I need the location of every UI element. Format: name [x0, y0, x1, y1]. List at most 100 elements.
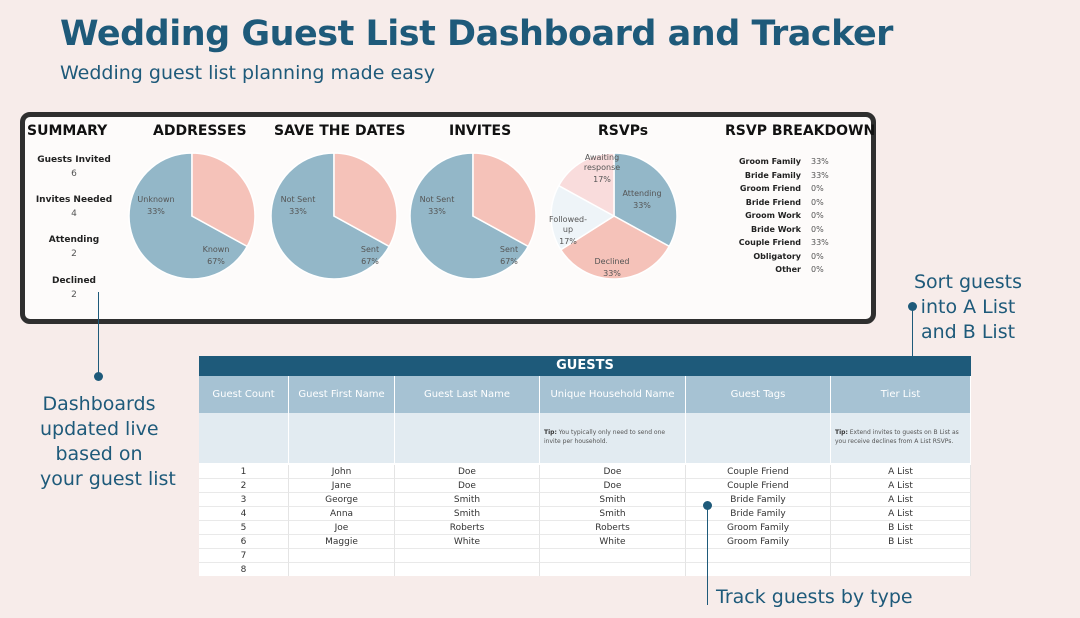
breakdown-value: 33%: [811, 238, 829, 247]
table-cell-guest-count[interactable]: 7: [199, 549, 289, 563]
invites-heading: INVITES: [449, 123, 512, 139]
breakdown-name: Bride Friend: [745, 197, 801, 207]
column-header-guest-last-name[interactable]: Guest Last Name: [395, 376, 540, 413]
tip-label: Tip:: [835, 429, 848, 436]
breakdown-value: 33%: [811, 170, 829, 180]
table-cell-guest-tags[interactable]: Bride Family: [686, 493, 831, 507]
table-cell-household-name[interactable]: [540, 549, 686, 563]
pie-slice: [191, 152, 256, 248]
table-cell-guest-count[interactable]: 3: [199, 493, 289, 507]
table-cell-tier-list[interactable]: [831, 549, 971, 563]
pie-slice-value: 33%: [603, 269, 621, 278]
breakdown-value: 0%: [811, 211, 824, 220]
summary-label: Declined: [51, 276, 97, 286]
table-cell-guest-count[interactable]: 4: [199, 507, 289, 521]
table-cell-guest-first-name[interactable]: Jane: [289, 479, 395, 493]
table-cell-guest-tags[interactable]: Couple Friend: [686, 465, 831, 479]
table-cell-guest-first-name[interactable]: Maggie: [289, 535, 395, 549]
table-cell-tier-list[interactable]: B List: [831, 521, 971, 535]
callout-connector: [912, 306, 913, 402]
pie-slice-label: response: [584, 163, 620, 172]
table-cell-tier-list[interactable]: A List: [831, 493, 971, 507]
table-cell-guest-last-name[interactable]: Roberts: [395, 521, 540, 535]
summary-value: 2: [71, 249, 77, 259]
table-cell-guest-last-name[interactable]: Doe: [395, 479, 540, 493]
table-cell-guest-count[interactable]: 6: [199, 535, 289, 549]
table-cell-tier-list[interactable]: A List: [831, 465, 971, 479]
addresses-pie-chart: Known 67% Unknown 33%: [128, 152, 256, 280]
table-cell-guest-first-name[interactable]: [289, 563, 395, 576]
breakdown-value: 0%: [811, 224, 824, 234]
table-cell-guest-first-name[interactable]: Joe: [289, 521, 395, 535]
summary-heading: SUMMARY: [27, 123, 108, 139]
tip-cell: [395, 413, 540, 463]
table-cell-guest-last-name[interactable]: White: [395, 535, 540, 549]
pie-slice-value: 67%: [500, 257, 518, 266]
table-cell-guest-first-name[interactable]: Anna: [289, 507, 395, 521]
table-cell-guest-last-name[interactable]: Smith: [395, 507, 540, 521]
table-cell-guest-tags[interactable]: Groom Family: [686, 535, 831, 549]
table-cell-guest-last-name[interactable]: [395, 549, 540, 563]
breakdown-name: Bride Family: [744, 170, 801, 180]
breakdown-name: Couple Friend: [738, 238, 801, 247]
table-cell-household-name[interactable]: Doe: [540, 479, 686, 493]
table-cell-household-name[interactable]: [540, 563, 686, 576]
breakdown-name: Groom Family: [738, 157, 801, 166]
pie-slice-label: Declined: [595, 257, 630, 266]
table-cell-guest-tags[interactable]: Couple Friend: [686, 479, 831, 493]
tip-label: Tip:: [544, 429, 557, 436]
pie-slice-value: 17%: [593, 175, 611, 184]
column-header-household-name[interactable]: Unique Household Name: [540, 376, 686, 413]
pie-slice-label: Sent: [361, 245, 379, 254]
table-cell-guest-tags[interactable]: [686, 549, 831, 563]
table-cell-tier-list[interactable]: A List: [831, 507, 971, 521]
pie-slice-value: 67%: [361, 257, 379, 266]
pie-slice: [559, 215, 671, 280]
dashboard-panel: SUMMARY Guests Invited 6 Invites Needed …: [20, 112, 876, 324]
table-cell-household-name[interactable]: Smith: [540, 493, 686, 507]
table-cell-guest-count[interactable]: 8: [199, 563, 289, 576]
invites-pie-chart: Sent 67% Not Sent 33%: [409, 152, 537, 280]
column-header-guest-count[interactable]: Guest Count: [199, 376, 289, 413]
save-the-dates-pie-chart: Sent 67% Not Sent 33%: [270, 152, 398, 280]
breakdown-value: 0%: [811, 265, 824, 274]
table-cell-guest-last-name[interactable]: [395, 563, 540, 576]
callout-sort-guests: Sort guests into A List and B List: [914, 270, 1022, 345]
table-cell-guest-tags[interactable]: [686, 563, 831, 576]
table-cell-household-name[interactable]: White: [540, 535, 686, 549]
table-cell-tier-list[interactable]: A List: [831, 479, 971, 493]
table-cell-household-name[interactable]: Doe: [540, 465, 686, 479]
callout-connector: [707, 505, 708, 605]
table-cell-guest-tags[interactable]: Groom Family: [686, 521, 831, 535]
column-header-tier-list[interactable]: Tier List: [831, 376, 971, 413]
pie-slice: [472, 152, 537, 248]
table-cell-guest-count[interactable]: 1: [199, 465, 289, 479]
pie-slice-value: 33%: [633, 201, 651, 210]
pie-slice-value: 17%: [559, 237, 577, 246]
table-cell-guest-count[interactable]: 2: [199, 479, 289, 493]
table-cell-guest-last-name[interactable]: Doe: [395, 465, 540, 479]
table-cell-guest-first-name[interactable]: George: [289, 493, 395, 507]
table-cell-guest-first-name[interactable]: John: [289, 465, 395, 479]
table-cell-guest-tags[interactable]: Bride Family: [686, 507, 831, 521]
callout-line: based on: [55, 443, 143, 465]
breakdown-value: 0%: [811, 197, 824, 207]
table-cell-guest-count[interactable]: 5: [199, 521, 289, 535]
table-cell-guest-last-name[interactable]: Smith: [395, 493, 540, 507]
table-cell-household-name[interactable]: Roberts: [540, 521, 686, 535]
callout-line: Dashboards: [42, 393, 156, 415]
table-cell-guest-first-name[interactable]: [289, 549, 395, 563]
table-cell-household-name[interactable]: Smith: [540, 507, 686, 521]
tip-cell: [289, 413, 395, 463]
column-header-guest-first-name[interactable]: Guest First Name: [289, 376, 395, 413]
tip-text: You typically only need to send one invi…: [544, 429, 666, 445]
callout-line: and B List: [920, 321, 1016, 343]
callout-dashboards-updated: Dashboards updated live based on your gu…: [40, 392, 176, 492]
summary-value: 4: [71, 209, 77, 219]
callout-track-guests: Track guests by type: [716, 586, 913, 608]
column-header-guest-tags[interactable]: Guest Tags: [686, 376, 831, 413]
table-cell-tier-list[interactable]: B List: [831, 535, 971, 549]
pie-slice-label: Not Sent: [281, 195, 316, 204]
pie-slice-label: Followed-: [549, 215, 587, 224]
table-cell-tier-list[interactable]: [831, 563, 971, 576]
